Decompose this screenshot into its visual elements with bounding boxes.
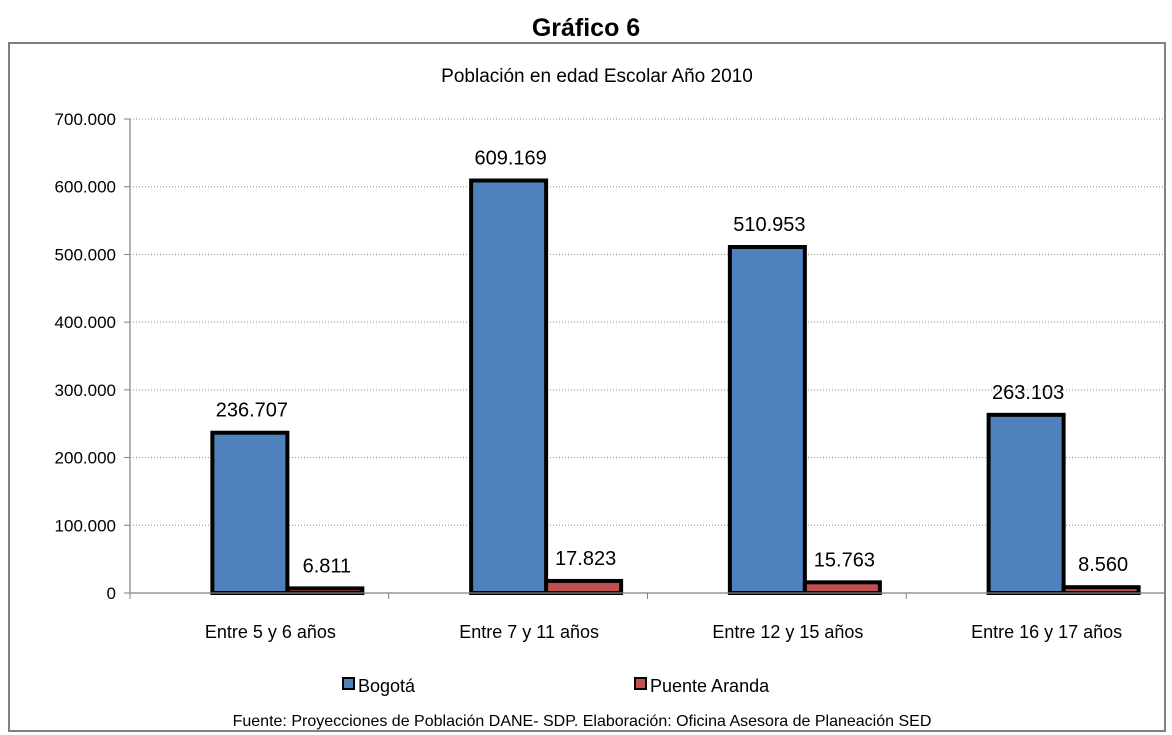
source-note: Fuente: Proyecciones de Población DANE- … — [233, 713, 932, 730]
bar-bogota — [986, 412, 1066, 595]
legend-label: Bogotá — [358, 676, 416, 696]
bar-bogota — [469, 178, 549, 596]
x-tick-label: Entre 7 y 11 años — [459, 622, 599, 642]
bar-puente-aranda — [544, 578, 624, 595]
legend-swatch — [342, 677, 355, 690]
y-tick-label: 400.000 — [55, 313, 116, 332]
bar-puente-aranda — [802, 580, 882, 595]
y-tick-label: 500.000 — [55, 245, 116, 264]
legend-label: Puente Aranda — [650, 676, 770, 696]
data-labels: 236.707 6.811 609.169 17.823 510.953 15.763 26… — [216, 148, 1128, 578]
data-label: 17.823 — [555, 548, 616, 570]
legend: Bogotá Puente Aranda — [342, 676, 770, 696]
figure-heading: Gráfico 6 — [531, 14, 641, 42]
data-label: 8.560 — [1078, 554, 1128, 576]
y-tick-label: 0 — [107, 584, 116, 603]
data-label: 6.811 — [303, 555, 352, 577]
y-axis-ticks: 0 100.000 200.000 300.000 400.000 500.000 600.… — [55, 110, 116, 603]
y-tick-label: 300.000 — [55, 381, 116, 400]
y-tick-label: 100.000 — [55, 516, 116, 535]
x-tick-label: Entre 16 y 17 años — [971, 622, 1122, 642]
bar-puente-aranda — [285, 586, 365, 596]
data-label: 510.953 — [733, 214, 805, 236]
y-tick-label: 700.000 — [55, 110, 116, 129]
axes — [124, 118, 1166, 599]
x-axis-categories: Entre 5 y 6 años Entre 7 y 11 años Entre 1… — [205, 622, 1122, 642]
y-tick-label: 600.000 — [55, 178, 116, 197]
data-label: 15.763 — [814, 549, 875, 571]
chart-title: Población en edad Escolar Año 2010 — [441, 66, 753, 87]
data-label: 236.707 — [216, 400, 288, 422]
y-tick-label: 200.000 — [55, 449, 116, 468]
x-tick-label: Entre 5 y 6 años — [205, 622, 336, 642]
chart-frame — [8, 42, 1166, 732]
bars — [210, 178, 1141, 596]
bar-puente-aranda — [1061, 585, 1141, 596]
bar-bogota — [727, 245, 807, 595]
data-label: 263.103 — [992, 382, 1064, 404]
x-tick-label: Entre 12 y 15 años — [712, 622, 863, 642]
legend-swatch — [634, 677, 647, 690]
data-label: 609.169 — [474, 148, 546, 170]
bar-bogota — [210, 430, 290, 595]
